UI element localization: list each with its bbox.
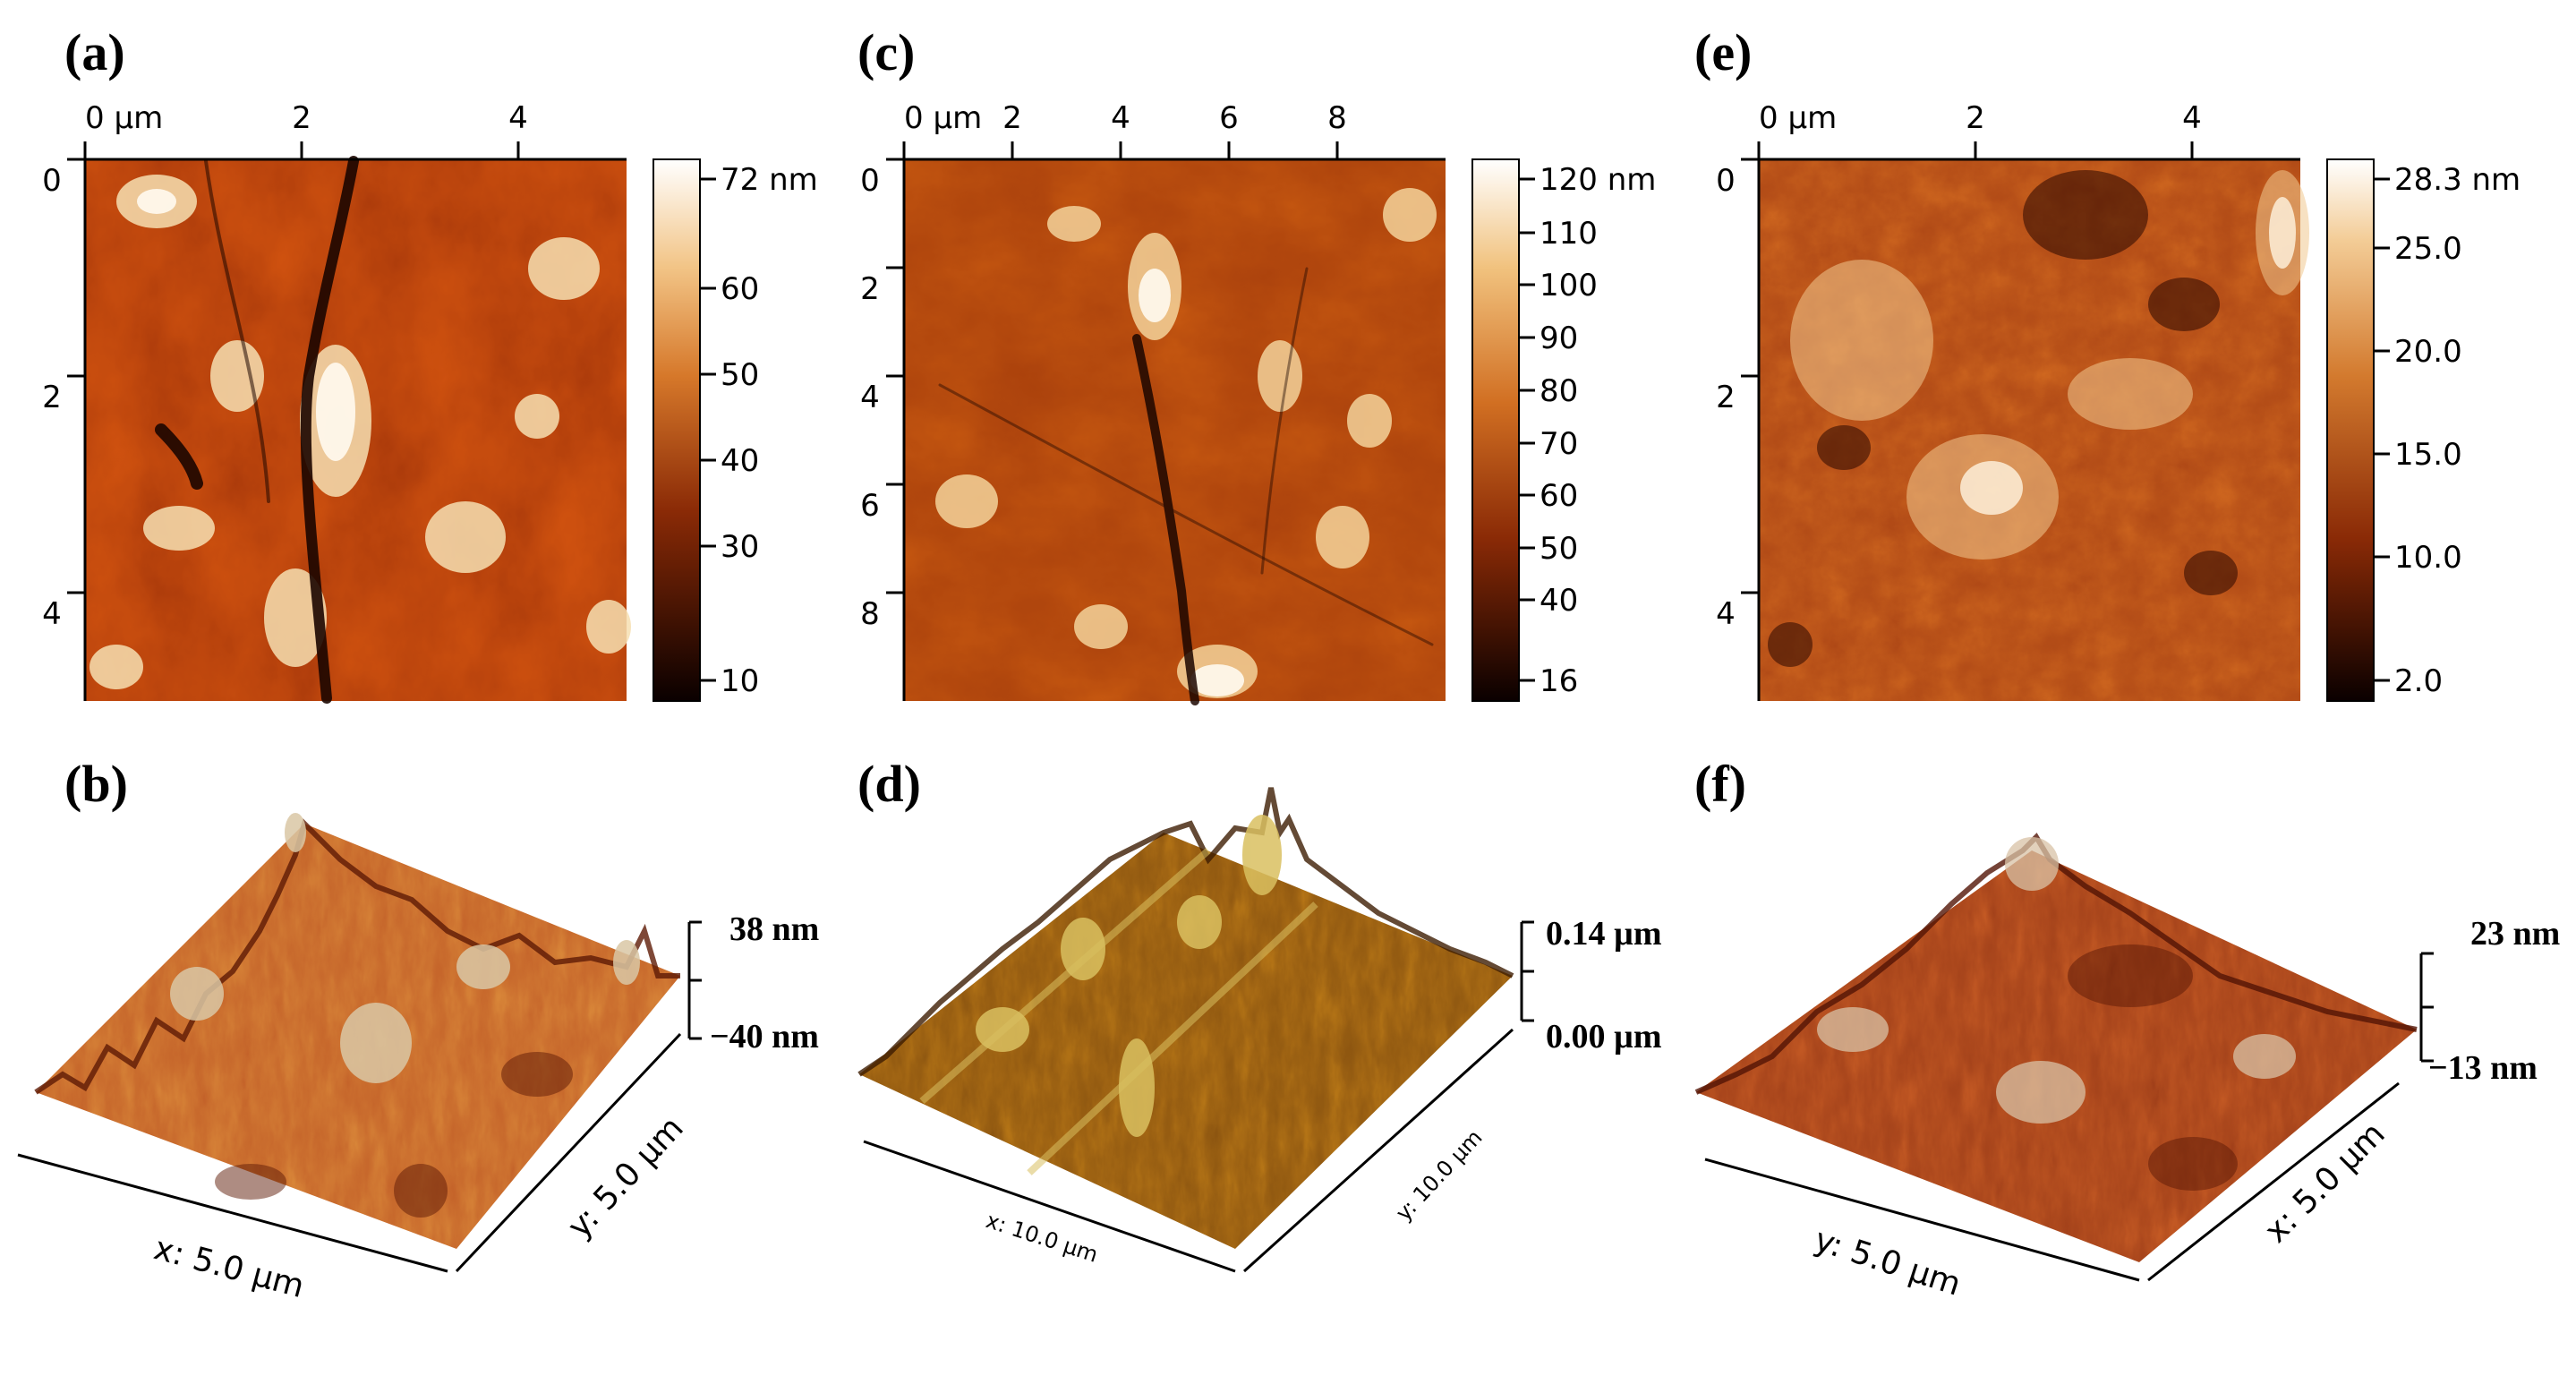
panel-b-3d-surface: (b) 38 nm (17, 755, 819, 1305)
left-tick-label: 0 (1716, 163, 1736, 199)
top-tick-label: 2 (292, 100, 311, 136)
panel-c-height-map: (c) (857, 23, 1656, 705)
surface-relief (34, 813, 680, 1249)
top-tick-label: 4 (508, 100, 528, 136)
left-tick-label: 2 (860, 271, 880, 307)
scale-label: 16 (1540, 663, 1578, 699)
panel-label: (b) (64, 755, 128, 813)
z-axis-min-label: −13 nm (2428, 1049, 2538, 1087)
panel-label: (e) (1694, 23, 1752, 81)
left-tick-label: 2 (42, 380, 62, 415)
panel-label: (c) (857, 23, 915, 81)
left-tick-label: 6 (860, 488, 880, 524)
scale-label: 2.0 (2394, 663, 2443, 699)
scale-label: 50 (721, 357, 759, 393)
panel-f-3d-surface: (f) 23 nm −13 nm x: 5.0 (1694, 755, 2560, 1303)
scale-label: 25.0 (2394, 231, 2462, 267)
x-axis-label: x: 10.0 µm (983, 1208, 1101, 1268)
y-axis-label: y: 5.0 µm (1810, 1222, 1965, 1303)
scale-label: 10 (721, 663, 759, 699)
panel-a-height-map: (a) (42, 23, 818, 704)
scale-label: 100 (1540, 268, 1598, 303)
scale-label: 28.3 nm (2394, 162, 2521, 198)
left-tick-label: 0 (860, 163, 880, 199)
surface-relief (1694, 833, 2418, 1262)
color-scale-bar: 120 nm 110 100 90 80 70 60 50 40 16 (1471, 158, 1656, 702)
panel-d-3d-surface: (d) 0.14 µm 0.00 µ (857, 755, 1662, 1273)
scale-label: 20.0 (2394, 334, 2462, 370)
scale-label: 80 (1540, 373, 1578, 409)
scale-label: 72 nm (721, 162, 818, 198)
z-axis-max-label: 23 nm (2470, 915, 2560, 953)
scale-label: 30 (721, 529, 759, 565)
z-axis-min-label: 0.00 µm (1546, 1018, 1662, 1055)
top-tick-label: 8 (1327, 100, 1347, 136)
color-scale-bar: 72 nm 60 50 40 30 10 (653, 158, 818, 702)
top-tick-label: 0 µm (904, 100, 982, 136)
left-tick-label: 0 (42, 163, 62, 199)
scale-label: 90 (1540, 320, 1578, 356)
top-tick-label: 6 (1219, 100, 1239, 136)
left-tick-label: 4 (42, 596, 62, 632)
z-axis-min-label: −40 nm (710, 1018, 819, 1055)
panel-label: (f) (1694, 755, 1746, 813)
panel-label: (d) (857, 755, 921, 813)
scale-label: 60 (721, 271, 759, 307)
left-tick-label: 4 (860, 380, 880, 415)
top-tick-label: 2 (1966, 100, 1985, 136)
height-map-image (85, 156, 631, 704)
y-axis-label: y: 10.0 µm (1391, 1124, 1488, 1226)
scale-label: 50 (1540, 531, 1578, 567)
scale-label: 40 (1540, 583, 1578, 619)
top-tick-label: 2 (1002, 100, 1022, 136)
scale-label: 10.0 (2394, 540, 2462, 576)
top-tick-label: 4 (1111, 100, 1130, 136)
top-tick-label: 4 (2182, 100, 2202, 136)
panel-label: (a) (64, 23, 125, 81)
z-axis-max-label: 38 nm (729, 910, 819, 948)
scale-label: 60 (1540, 478, 1578, 514)
y-axis-label: y: 5.0 µm (561, 1110, 691, 1246)
height-map-image (1759, 159, 2309, 701)
height-map-image (904, 159, 1446, 705)
scale-label: 15.0 (2394, 437, 2462, 473)
top-tick-label: 0 µm (1759, 100, 1837, 136)
scale-label: 120 nm (1540, 162, 1656, 198)
top-tick-label: 0 µm (85, 100, 163, 136)
z-axis-max-label: 0.14 µm (1546, 915, 1662, 953)
x-axis-label: x: 5.0 µm (150, 1230, 308, 1305)
left-tick-label: 2 (1716, 380, 1736, 415)
left-tick-label: 4 (1716, 596, 1736, 632)
scale-label: 110 (1540, 216, 1598, 252)
color-scale-bar: 28.3 nm 25.0 20.0 15.0 10.0 2.0 (2326, 158, 2521, 702)
scale-label: 40 (721, 443, 759, 479)
scale-label: 70 (1540, 426, 1578, 462)
surface-relief (857, 787, 1514, 1249)
left-tick-label: 8 (860, 596, 880, 632)
panel-e-height-map: (e) (1694, 23, 2521, 702)
